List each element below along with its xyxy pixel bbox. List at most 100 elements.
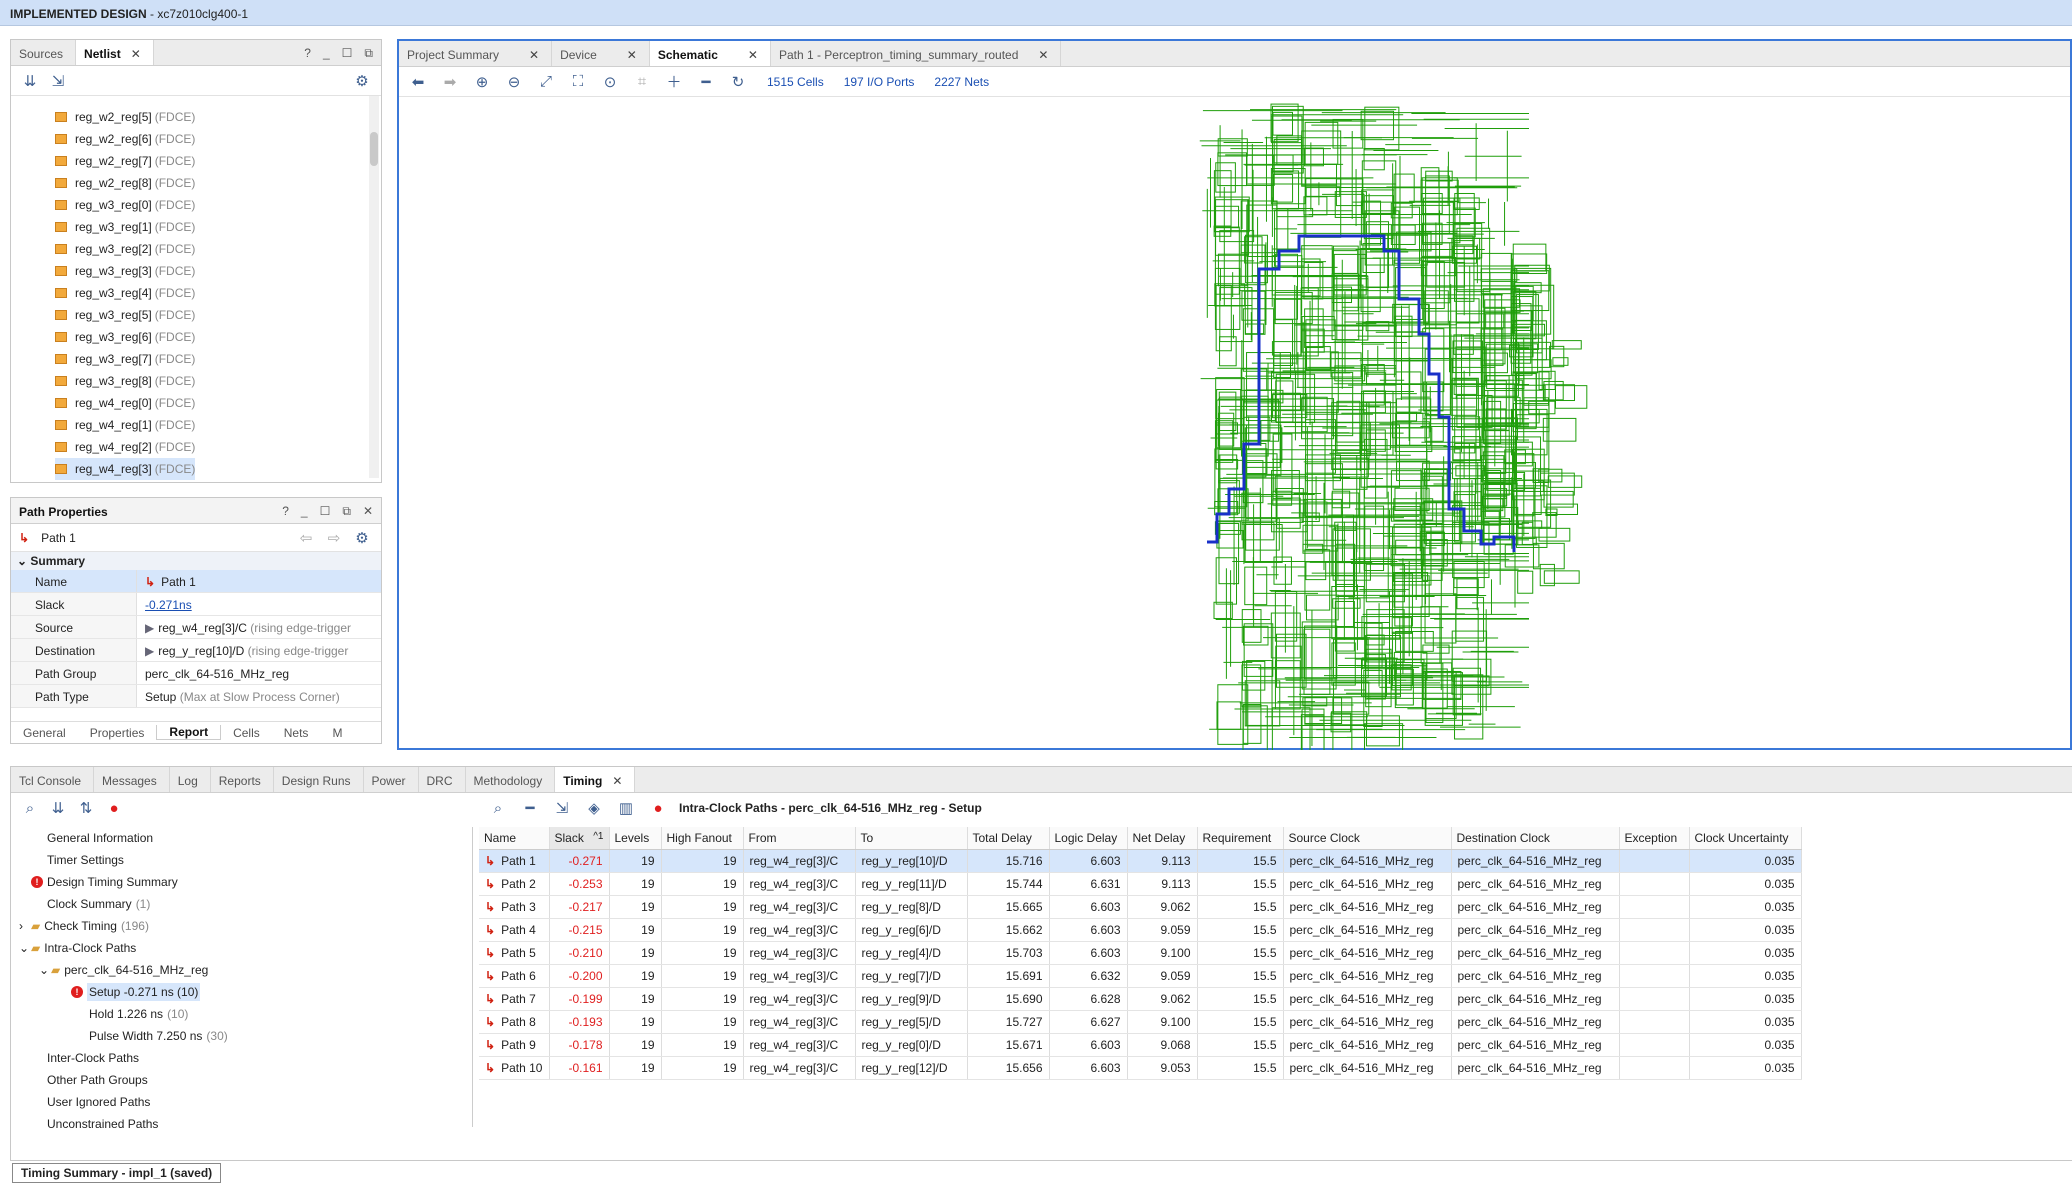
timing-tree-item[interactable]: ⌄ ▰ Intra-Clock Paths [11,937,472,959]
property-row[interactable]: Path Group perc_clk_64-516_MHz_reg [11,662,381,685]
gear-icon[interactable]: ⚙ [355,529,369,547]
help-icon[interactable]: ? [304,46,311,60]
table-row[interactable]: ↳ Path 8 -0.193 19 19 reg_w4_reg[3]/C reg_y_re… [479,1010,1802,1034]
column-header[interactable]: Logic Delay [1049,827,1128,850]
zoom-out-icon[interactable]: ⊖ [507,73,521,91]
chevron-icon[interactable]: › [19,919,23,933]
tab-power[interactable]: Power [364,767,419,792]
property-value[interactable]: -0.271ns [145,598,192,612]
close-icon[interactable]: ✕ [529,48,540,62]
timing-tree-item[interactable]: General Information [11,827,472,849]
close-icon[interactable]: ✕ [362,504,373,518]
table-row[interactable]: ↳ Path 10 -0.161 19 19 reg_w4_reg[3]/C reg_y_r… [479,1056,1802,1080]
collapse-minus-icon[interactable]: ━ [701,73,711,91]
search-icon[interactable]: ⌕ [493,799,503,817]
summary-section[interactable]: ⌄ Summary [11,552,381,570]
timing-tree-item[interactable]: ! Design Timing Summary [11,871,472,893]
netlist-item[interactable]: reg_w4_reg[1] (FDCE) [55,414,355,436]
export-icon[interactable]: ⇲ [555,800,569,817]
expand-all-icon[interactable]: ⇅ [79,800,93,817]
zoom-in-icon[interactable]: ⊕ [475,73,489,91]
table-row[interactable]: ↳ Path 9 -0.178 19 19 reg_w4_reg[3]/C reg_y_re… [479,1033,1802,1057]
netlist-scrollbar[interactable] [369,96,379,478]
tab-schematic[interactable]: Schematic ✕ [649,41,771,66]
table-row[interactable]: ↳ Path 4 -0.215 19 19 reg_w4_reg[3]/C reg_y_re… [479,918,1802,942]
timing-tree-item[interactable]: ⌄ ▰ perc_clk_64-516_MHz_reg [11,959,472,981]
netlist-item[interactable]: reg_w3_reg[7] (FDCE) [55,348,355,370]
cells-count[interactable]: 1515 Cells [767,74,824,89]
timing-tree-item[interactable]: Other Path Groups [11,1069,472,1091]
search-icon[interactable]: ⌕ [25,799,35,817]
column-header[interactable]: To [855,827,968,850]
crosshair-icon[interactable]: ⊙ [603,73,617,91]
tab-nets[interactable]: Nets [283,725,309,740]
chevron-icon[interactable]: ⌄ [39,963,50,977]
column-header[interactable]: Exception [1619,827,1690,850]
close-icon[interactable]: ✕ [747,48,758,62]
tab-sources[interactable]: Sources [11,40,77,65]
netlist-item[interactable]: reg_w4_reg[0] (FDCE) [55,392,355,414]
table-row[interactable]: ↳ Path 7 -0.199 19 19 reg_w4_reg[3]/C reg_y_re… [479,987,1802,1011]
collapse-all-icon[interactable]: ⇊ [23,72,37,90]
table-row[interactable]: ↳ Path 6 -0.200 19 19 reg_w4_reg[3]/C reg_y_re… [479,964,1802,988]
tab-general[interactable]: General [23,725,66,740]
netlist-item[interactable]: reg_w3_reg[1] (FDCE) [55,216,355,238]
tab-cells[interactable]: Cells [233,725,260,740]
fit-selection-icon[interactable]: ⛶ [572,73,584,90]
timing-tree-item[interactable]: User Ignored Paths [11,1091,472,1113]
forward-icon[interactable]: ⇨ [327,529,341,547]
column-header[interactable]: Net Delay [1127,827,1198,850]
property-row[interactable]: Name ↳ Path 1 [11,570,381,593]
chevron-icon[interactable]: ⌄ [19,941,30,955]
netlist-item[interactable]: reg_w4_reg[2] (FDCE) [55,436,355,458]
timing-tree-item[interactable]: ! Setup -0.271 ns (10) [11,981,472,1003]
expand-plus-icon[interactable]: ＋ [666,74,682,91]
timing-tree-item[interactable]: Hold 1.226 ns (10) [11,1003,472,1025]
tab-timing[interactable]: Timing ✕ [555,767,636,792]
expand-icon[interactable]: ⇲ [51,72,65,90]
column-header[interactable]: Name [479,827,550,850]
netlist-item[interactable]: reg_w3_reg[0] (FDCE) [55,194,355,216]
timing-tree-item[interactable]: Inter-Clock Paths [11,1047,472,1069]
io-ports-count[interactable]: 197 I/O Ports [843,74,915,89]
column-header[interactable]: Destination Clock [1451,827,1620,850]
columns-icon[interactable]: ▥ [618,800,634,817]
table-row[interactable]: ↳ Path 5 -0.210 19 19 reg_w4_reg[3]/C reg_y_re… [479,941,1802,965]
table-row[interactable]: ↳ Path 2 -0.253 19 19 reg_w4_reg[3]/C reg_y_re… [479,872,1802,896]
timing-tree-item[interactable]: › ▰ Check Timing (196) [11,915,472,937]
netlist-item[interactable]: reg_w2_reg[8] (FDCE) [55,172,355,194]
maximize-icon[interactable]: ☐ [341,46,353,60]
help-icon[interactable]: ? [282,504,289,518]
column-header[interactable]: Source Clock [1283,827,1452,850]
timing-tree-item[interactable]: Unconstrained Paths [11,1113,472,1135]
close-icon[interactable]: ✕ [626,48,637,62]
property-row[interactable]: Path Type Setup (Max at Slow Process Corn… [11,685,381,708]
table-row[interactable]: ↳ Path 3 -0.217 19 19 reg_w4_reg[3]/C reg_y_re… [479,895,1802,919]
back-arrow-icon[interactable]: ⬅ [411,73,425,91]
property-row[interactable]: Source ▶ reg_w4_reg[3]/C (rising edge-trig… [11,616,381,639]
tab-reports[interactable]: Reports [211,767,274,792]
tab-design-runs[interactable]: Design Runs [274,767,364,792]
timing-tree-item[interactable]: Timer Settings [11,849,472,871]
netlist-item[interactable]: reg_w3_reg[8] (FDCE) [55,370,355,392]
tab-m[interactable]: M [332,725,343,740]
tab-device[interactable]: Device ✕ [552,41,650,66]
property-row[interactable]: Slack -0.271ns [11,593,381,616]
netlist-item[interactable]: reg_w4_reg[3] (FDCE) [55,458,196,480]
nets-count[interactable]: 2227 Nets [934,74,990,89]
close-icon[interactable]: ✕ [612,774,623,788]
tab-project-summary[interactable]: Project Summary ✕ [399,41,553,66]
column-header[interactable]: High Fanout [661,827,744,850]
regenerate-icon[interactable]: ⌗ [637,73,647,90]
column-header[interactable]: Levels [609,827,662,850]
column-header[interactable]: Total Delay [967,827,1050,850]
tab-path-1[interactable]: Path 1 - Perceptron_timing_summary_route… [771,41,1062,66]
netlist-item[interactable]: reg_w3_reg[6] (FDCE) [55,326,355,348]
tab-messages[interactable]: Messages [94,767,170,792]
property-row[interactable]: Destination ▶ reg_y_reg[10]/D (rising edge… [11,639,381,662]
column-header[interactable]: From [743,827,856,850]
gear-icon[interactable]: ⚙ [355,72,369,90]
tab-log[interactable]: Log [170,767,211,792]
table-row[interactable]: ↳ Path 1 -0.271 19 19 reg_w4_reg[3]/C reg_y_re… [479,849,1802,873]
column-header[interactable]: Clock Uncertainty [1689,827,1802,850]
